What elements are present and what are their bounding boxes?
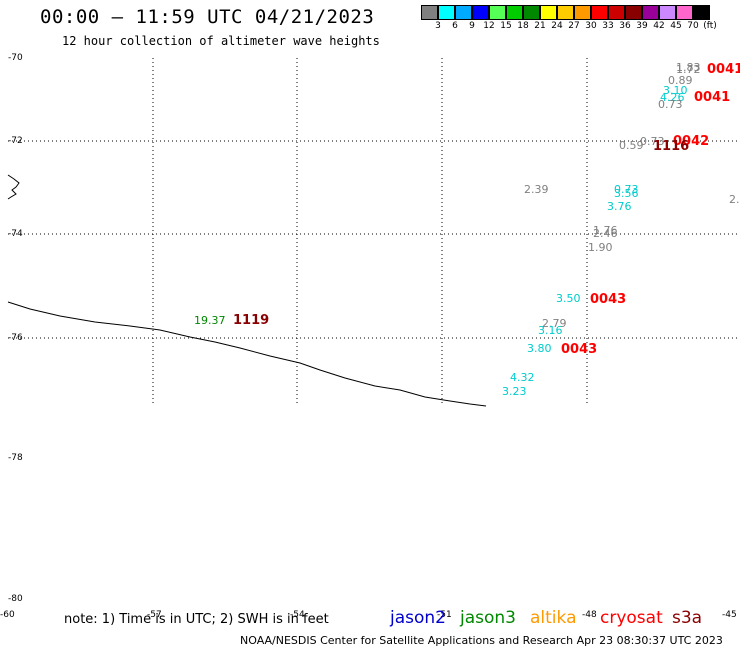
legend-tick-label: 15 bbox=[500, 21, 512, 31]
lon-label: -51 bbox=[437, 610, 452, 620]
pass-time-label: 1116 bbox=[653, 139, 689, 154]
lat-label: -74 bbox=[8, 229, 23, 239]
map-subtitle: 12 hour collection of altimeter wave hei… bbox=[62, 34, 380, 48]
legend-tick-label: 21 bbox=[534, 21, 546, 31]
legend-swatch bbox=[676, 5, 693, 20]
wave-height-label: 3.76 bbox=[607, 200, 632, 213]
legend-swatch bbox=[557, 5, 574, 20]
satellite-jason3-label: jason3 bbox=[460, 608, 516, 628]
legend-swatch bbox=[693, 5, 710, 20]
wave-height-label: 0.73 bbox=[658, 98, 683, 111]
wave-height-label: 0.73 bbox=[640, 135, 665, 148]
satellite-altika-label: altika bbox=[530, 608, 577, 628]
wave-height-label: 1.90 bbox=[588, 241, 613, 254]
legend-tick-label: 45 bbox=[670, 21, 682, 31]
wave-height-label: 3.50 bbox=[556, 292, 581, 305]
coastline bbox=[7, 301, 487, 407]
legend-swatch bbox=[438, 5, 455, 20]
wave-height-label: 19.37 bbox=[194, 314, 226, 327]
lon-label: -54 bbox=[290, 610, 305, 620]
legend-swatch bbox=[506, 5, 523, 20]
wave-height-label: 0.73 bbox=[614, 183, 639, 196]
legend-tick-label: 3 bbox=[435, 21, 441, 31]
legend-swatch bbox=[659, 5, 676, 20]
lon-label: -57 bbox=[147, 610, 162, 620]
legend-swatch bbox=[591, 5, 608, 20]
credit-line: NOAA/NESDIS Center for Satellite Applica… bbox=[240, 634, 723, 647]
legend-swatch bbox=[472, 5, 489, 20]
wave-height-label: 3.56 bbox=[614, 187, 639, 200]
legend-tick-label: 42 bbox=[653, 21, 665, 31]
lat-label: -70 bbox=[8, 53, 23, 63]
wave-height-label: 3.16 bbox=[538, 324, 563, 337]
wave-height-label: 2.46 bbox=[593, 227, 618, 240]
wave-height-label: 0.89 bbox=[668, 74, 693, 87]
wave-height-label: 0.59 bbox=[619, 139, 644, 152]
satellite-jason2-label: jason2 bbox=[390, 608, 446, 628]
legend-ticks: 3 6 9 12 15 18 21 24 27 30 33 36 39 42 45 70 (ft) bbox=[421, 20, 717, 34]
legend-tick-label: 12 bbox=[483, 21, 495, 31]
pass-time-label: 0043 bbox=[561, 342, 597, 357]
legend-swatches bbox=[421, 5, 710, 20]
lat-label: -80 bbox=[8, 594, 23, 604]
wave-height-label: 1.72 bbox=[676, 63, 701, 76]
footnote: note: 1) Time is in UTC; 2) SWH is in fe… bbox=[64, 612, 329, 627]
wave-height-label: 2.3 bbox=[729, 193, 740, 206]
legend-tick-label: 33 bbox=[602, 21, 614, 31]
wave-height-label: 4.32 bbox=[510, 371, 535, 384]
legend-swatch bbox=[608, 5, 625, 20]
lon-label: -45 bbox=[722, 610, 737, 620]
legend-tick-label: 39 bbox=[636, 21, 648, 31]
island-outline bbox=[7, 174, 20, 200]
legend-swatch bbox=[574, 5, 591, 20]
wave-height-label: 1.83 bbox=[676, 61, 701, 74]
lon-label: -48 bbox=[582, 610, 597, 620]
wave-height-label: 4.26 bbox=[660, 91, 685, 104]
legend-tick-label: 24 bbox=[551, 21, 563, 31]
legend-tick-label: 27 bbox=[568, 21, 580, 31]
legend-swatch bbox=[523, 5, 540, 20]
map-title: 00:00 – 11:59 UTC 04/21/2023 bbox=[40, 6, 375, 28]
wave-height-color-legend: 3 6 9 12 15 18 21 24 27 30 33 36 39 42 45 70 (ft) bbox=[421, 5, 717, 34]
legend-swatch bbox=[625, 5, 642, 20]
lon-label: -60 bbox=[0, 610, 15, 620]
legend-tick-label: 6 bbox=[452, 21, 458, 31]
wave-height-label: 3.23 bbox=[502, 385, 527, 398]
lat-label: -78 bbox=[8, 453, 23, 463]
lat-label: -72 bbox=[8, 136, 23, 146]
legend-swatch bbox=[421, 5, 438, 20]
wave-height-label: 1.76 bbox=[593, 224, 618, 237]
legend-swatch bbox=[489, 5, 506, 20]
legend-swatch bbox=[455, 5, 472, 20]
lat-label: -76 bbox=[8, 333, 23, 343]
legend-swatch bbox=[540, 5, 557, 20]
legend-tick-label: 18 bbox=[517, 21, 529, 31]
wave-height-label: 2.39 bbox=[524, 183, 549, 196]
pass-time-label: 0043 bbox=[590, 292, 626, 307]
legend-tick-label: 9 bbox=[469, 21, 475, 31]
pass-time-label: 1119 bbox=[233, 313, 269, 328]
legend-tick-label: 30 bbox=[585, 21, 597, 31]
pass-time-label: 0042 bbox=[673, 134, 709, 149]
pass-time-label: 0041 bbox=[694, 90, 730, 105]
satellite-cryosat-label: cryosat bbox=[600, 608, 663, 628]
wave-height-label: 3.80 bbox=[527, 342, 552, 355]
measurement-labels: 1.83 1.72 0041 0.89 3.10 4.26 0.73 0041 … bbox=[194, 61, 740, 398]
pass-time-label: 0041 bbox=[707, 62, 740, 77]
satellite-s3a-label: s3a bbox=[672, 608, 703, 628]
legend-tick-label: 70 bbox=[687, 21, 699, 31]
legend-unit-label: (ft) bbox=[703, 21, 717, 31]
graticule bbox=[8, 58, 740, 405]
legend-tick-label: 36 bbox=[619, 21, 631, 31]
wave-height-label: 2.79 bbox=[542, 317, 567, 330]
wave-height-label: 3.10 bbox=[663, 84, 688, 97]
legend-swatch bbox=[642, 5, 659, 20]
